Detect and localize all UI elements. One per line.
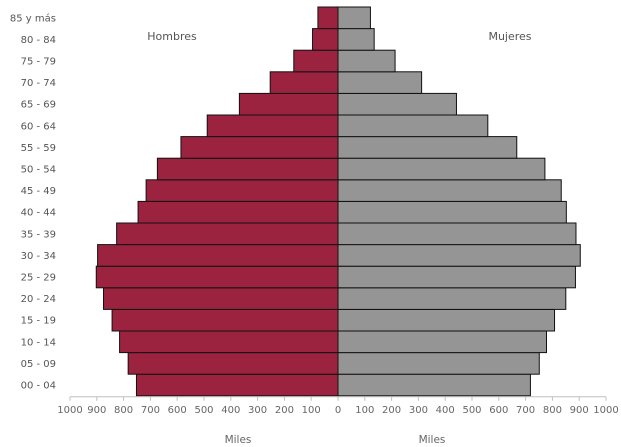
bar-mujeres-15 xyxy=(337,49,396,73)
age-label: 70 - 74 xyxy=(21,78,56,89)
age-label: 60 - 64 xyxy=(21,121,56,132)
bar-mujeres-14 xyxy=(337,71,423,94)
age-label: 30 - 34 xyxy=(21,251,56,262)
x-tick-label: 1000 xyxy=(593,405,618,416)
age-label: 35 - 39 xyxy=(21,229,56,240)
x-tick-label: 500 xyxy=(194,405,213,416)
x-tick-label: 100 xyxy=(355,405,374,416)
bar-hombres-7 xyxy=(116,222,339,246)
legend-mujeres: Mujeres xyxy=(488,30,531,43)
bar-mujeres-12 xyxy=(337,114,489,138)
x-tick-label: 800 xyxy=(543,405,562,416)
x-tick-label: 900 xyxy=(570,405,589,416)
bar-hombres-3 xyxy=(111,308,339,332)
x-tick-label: 400 xyxy=(436,405,455,416)
x-tick-label: 0 xyxy=(335,405,341,416)
x-tick-label: 300 xyxy=(409,405,428,416)
age-label: 75 - 79 xyxy=(21,57,56,68)
age-label: 50 - 54 xyxy=(21,165,56,176)
x-tick-label: 200 xyxy=(382,405,401,416)
bar-mujeres-1 xyxy=(337,352,540,375)
age-label: 45 - 49 xyxy=(21,186,56,197)
x-tick-label: 700 xyxy=(141,405,160,416)
age-label: 65 - 69 xyxy=(21,100,56,111)
bar-mujeres-6 xyxy=(337,244,581,267)
age-label: 25 - 29 xyxy=(21,273,56,284)
x-tick-label: 100 xyxy=(302,405,321,416)
bar-mujeres-3 xyxy=(337,308,556,332)
age-label: 10 - 14 xyxy=(21,337,56,348)
age-label: 55 - 59 xyxy=(21,143,56,154)
bar-mujeres-8 xyxy=(337,200,567,224)
bar-hombres-4 xyxy=(103,287,339,310)
bar-hombres-5 xyxy=(95,265,339,289)
bar-hombres-14 xyxy=(269,71,339,94)
legend-hombres: Hombres xyxy=(147,30,197,43)
bar-hombres-11 xyxy=(180,136,339,159)
x-tick-label: 500 xyxy=(462,405,481,416)
bar-hombres-2 xyxy=(119,330,339,354)
bar-mujeres-4 xyxy=(337,287,567,310)
bar-mujeres-13 xyxy=(337,92,457,116)
bar-hombres-1 xyxy=(127,352,339,375)
bar-hombres-0 xyxy=(135,373,339,397)
bar-hombres-16 xyxy=(312,28,339,51)
x-tick-label: 200 xyxy=(275,405,294,416)
female-bars xyxy=(337,6,581,397)
age-label: 85 y más xyxy=(10,12,56,24)
x-tick-label: 300 xyxy=(248,405,267,416)
bar-hombres-9 xyxy=(145,179,339,202)
x-tick-label: 800 xyxy=(114,405,133,416)
bar-mujeres-2 xyxy=(337,330,547,354)
x-tick-label: 600 xyxy=(168,405,187,416)
age-label: 40 - 44 xyxy=(21,208,56,219)
bar-hombres-12 xyxy=(206,114,339,138)
bar-mujeres-0 xyxy=(337,373,531,397)
age-group-labels: 00 - 04 05 - 09 10 - 14 15 - 19 20 - 24 25 - … xyxy=(10,12,56,391)
x-tick-label: 900 xyxy=(87,405,106,416)
x-axis-title-left: Miles xyxy=(225,434,252,446)
x-tick-label: 700 xyxy=(516,405,535,416)
bar-hombres-6 xyxy=(97,244,339,267)
bar-hombres-17 xyxy=(317,6,339,30)
bar-mujeres-9 xyxy=(337,179,562,202)
age-label: 15 - 19 xyxy=(21,316,56,327)
x-axis: 1000 900 800 700 600 500 400 300 200 100 0 100 200 30… xyxy=(57,396,619,416)
bar-mujeres-17 xyxy=(337,6,371,30)
bar-mujeres-16 xyxy=(337,28,375,51)
age-label: 80 - 84 xyxy=(21,35,56,46)
bar-mujeres-7 xyxy=(337,222,577,246)
bar-hombres-15 xyxy=(293,49,339,73)
x-tick-label: 400 xyxy=(221,405,240,416)
x-tick-label: 1000 xyxy=(57,405,82,416)
age-label: 00 - 04 xyxy=(21,381,56,392)
male-bars xyxy=(95,6,339,397)
bar-hombres-13 xyxy=(238,92,339,116)
x-axis-title-right: Miles xyxy=(419,434,446,446)
age-label: 05 - 09 xyxy=(21,359,56,370)
bar-hombres-10 xyxy=(156,157,339,181)
age-label: 20 - 24 xyxy=(21,294,56,305)
bar-hombres-8 xyxy=(137,200,339,224)
x-tick-label: 600 xyxy=(489,405,508,416)
bar-mujeres-10 xyxy=(337,157,546,181)
bar-mujeres-5 xyxy=(337,265,576,289)
bar-mujeres-11 xyxy=(337,136,518,159)
